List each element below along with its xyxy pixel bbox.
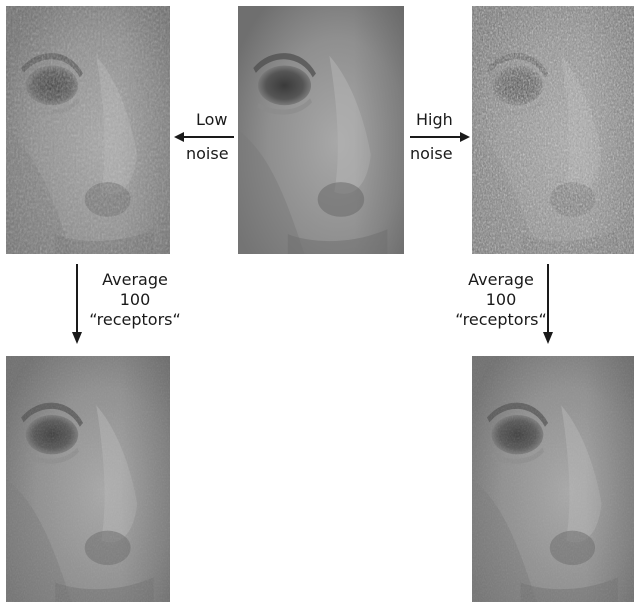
average-right-line3: “receptors“ xyxy=(455,310,547,329)
average-left-line3: “receptors“ xyxy=(89,310,181,329)
average-right-line1: Average xyxy=(468,270,534,289)
low-noise-face-image xyxy=(6,6,170,254)
average-right-line2: 100 xyxy=(485,290,517,309)
down-arrow-left xyxy=(72,264,82,344)
high-noise-face-image xyxy=(472,6,634,254)
down-arrow-right xyxy=(543,264,553,344)
high-noise-label-line1: High xyxy=(416,110,453,129)
average-label-left: Average 100 “receptors“ xyxy=(80,270,190,330)
low-noise-label-line1: Low xyxy=(196,110,228,129)
left-arrow xyxy=(174,132,234,142)
high-noise-label-line2: noise xyxy=(410,144,453,163)
high-noise-averaged-face-image xyxy=(472,356,634,602)
average-label-right: Average 100 “receptors“ xyxy=(446,270,556,330)
average-left-line2: 100 xyxy=(119,290,151,309)
average-left-line1: Average xyxy=(102,270,168,289)
low-noise-label-line2: noise xyxy=(186,144,229,163)
low-noise-averaged-face-image xyxy=(6,356,170,602)
right-arrow xyxy=(410,132,470,142)
original-face-image xyxy=(238,6,404,254)
